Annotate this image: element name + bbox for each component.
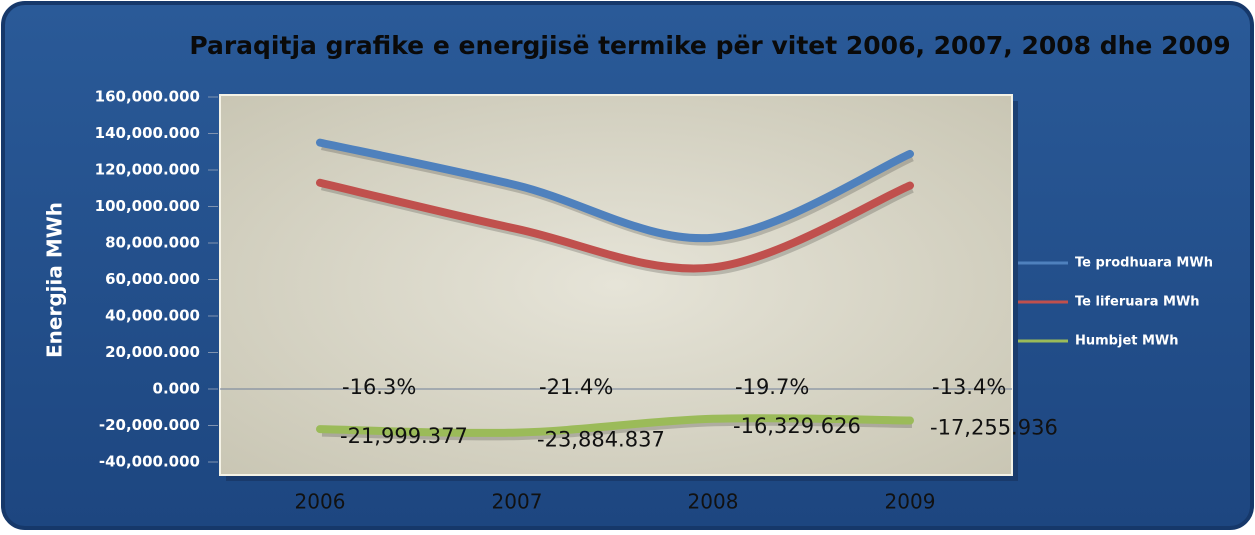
legend-label: Te liferuara MWh bbox=[1075, 295, 1200, 310]
line bbox=[316, 414, 914, 437]
y-tick-label: -40,000.000 bbox=[99, 453, 200, 471]
y-tick-label: 100,000.000 bbox=[95, 197, 200, 215]
annotation: -16.3% bbox=[342, 375, 416, 399]
y-axis-label: Energjia MWh bbox=[43, 202, 67, 358]
data-label: -23,884.837 bbox=[537, 428, 665, 452]
plot-area bbox=[219, 94, 1013, 476]
y-tick-label: 0.000 bbox=[153, 380, 200, 398]
x-tick-label: 2007 bbox=[492, 490, 543, 514]
x-tick-label: 2006 bbox=[295, 490, 346, 514]
annotation: -21.4% bbox=[539, 375, 613, 399]
x-tick-label: 2008 bbox=[688, 490, 739, 514]
y-tick-label: -20,000.000 bbox=[99, 416, 200, 434]
legend-label: Te prodhuara MWh bbox=[1075, 256, 1213, 271]
annotation: -19.7% bbox=[735, 375, 809, 399]
data-label: -16,329.626 bbox=[733, 414, 861, 438]
y-tick-label: 160,000.000 bbox=[95, 88, 200, 106]
y-tick-label: 20,000.000 bbox=[105, 343, 200, 361]
y-tick-label: 40,000.000 bbox=[105, 307, 200, 325]
y-tick-label: 60,000.000 bbox=[105, 270, 200, 288]
chart-title: Paraqitja grafike e energjisë termike pë… bbox=[189, 31, 1230, 60]
line bbox=[316, 178, 914, 273]
y-tick-label: 120,000.000 bbox=[95, 161, 200, 179]
data-label: -21,999.377 bbox=[340, 424, 468, 448]
y-tick-label: 80,000.000 bbox=[105, 234, 200, 252]
data-label: -17,255.936 bbox=[930, 415, 1058, 439]
annotation: -13.4% bbox=[932, 375, 1006, 399]
line bbox=[316, 138, 914, 243]
y-tick-label: 140,000.000 bbox=[95, 124, 200, 142]
legend-label: Humbjet MWh bbox=[1075, 334, 1179, 349]
x-tick-label: 2009 bbox=[885, 490, 936, 514]
